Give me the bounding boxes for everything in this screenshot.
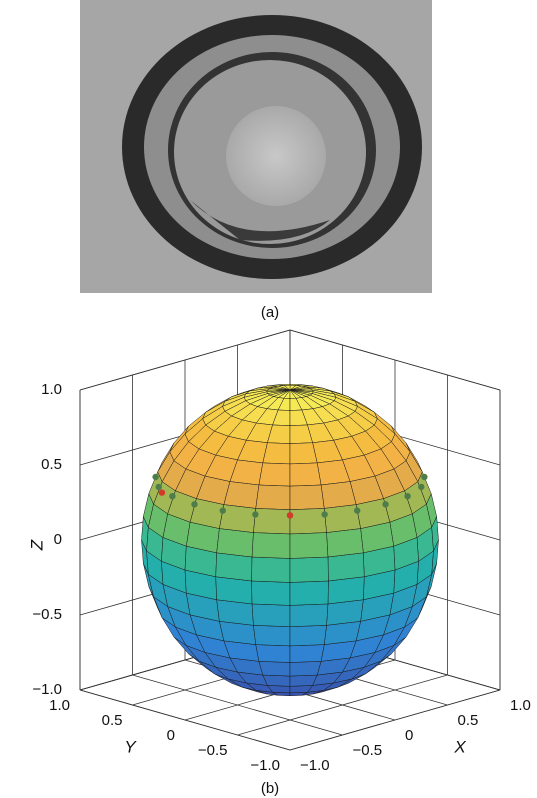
- sphere-facet: [262, 442, 291, 465]
- sphere-facet: [289, 674, 318, 687]
- sphere-facet: [251, 603, 291, 627]
- axis-label: X: [453, 737, 466, 756]
- data-point: [382, 501, 389, 508]
- fluid-streak: [190, 200, 330, 241]
- data-point: [421, 473, 428, 481]
- sphere-facet: [289, 603, 329, 627]
- data-point: [252, 511, 259, 518]
- cup-center: [226, 106, 326, 206]
- sphere-facet: [262, 674, 291, 687]
- sphere-facet: [289, 580, 329, 606]
- sphere-facet: [258, 462, 291, 487]
- x-tick-label: 0.5: [458, 712, 479, 729]
- photo: [80, 0, 432, 293]
- data-point: [158, 489, 166, 496]
- sphere-facet: [289, 532, 329, 559]
- data-point: [155, 483, 162, 491]
- sphere-facet: [326, 528, 364, 558]
- data-point: [286, 512, 294, 519]
- data-point: [219, 507, 226, 514]
- z-tick-label: 0.5: [41, 456, 62, 473]
- sphere-facet: [255, 484, 291, 510]
- y-tick-label: 0.5: [102, 712, 123, 729]
- z-tick-label: 0: [54, 531, 62, 548]
- sphere-facet: [327, 576, 365, 605]
- sphere-facet: [258, 661, 291, 677]
- data-point: [404, 493, 411, 500]
- sphere-facet: [327, 552, 365, 582]
- grid-line: [79, 329, 291, 391]
- grid-line: [289, 329, 501, 391]
- z-tick-label: −1.0: [32, 681, 62, 698]
- sphere-facet: [251, 556, 291, 583]
- grid-line: [237, 674, 448, 736]
- sphere-facet: [289, 625, 327, 647]
- z-tick-label: −0.5: [32, 606, 62, 623]
- x-tick-label: −0.5: [353, 742, 383, 759]
- sphere-facet: [289, 644, 325, 663]
- grid-line: [289, 689, 501, 751]
- sphere-facet: [253, 625, 291, 647]
- sphere-facet: [289, 508, 327, 535]
- data-point: [321, 511, 328, 518]
- y-tick-label: −1.0: [250, 757, 280, 774]
- y-tick-label: 1.0: [49, 697, 70, 714]
- caption: (b): [261, 780, 279, 797]
- sphere-facet: [289, 556, 329, 583]
- x-tick-label: −1.0: [300, 757, 330, 774]
- sphere-facet: [289, 484, 325, 510]
- x-tick-label: 1.0: [510, 697, 531, 714]
- plot-3d: −1.0−0.500.51.0−1.0−0.500.51.0−1.0−0.500…: [27, 329, 531, 774]
- data-point: [191, 501, 198, 508]
- sphere-facet: [253, 508, 291, 535]
- sphere-facet: [215, 552, 253, 582]
- sphere-facet: [289, 462, 322, 487]
- data-point: [152, 473, 159, 481]
- sphere-facet: [289, 661, 322, 677]
- data-point: [418, 483, 425, 491]
- axis-label: Z: [27, 539, 46, 551]
- data-point: [169, 493, 176, 500]
- sphere-facet: [251, 580, 291, 606]
- sphere-facet: [223, 481, 260, 509]
- x-tick-label: 0: [405, 727, 413, 744]
- sphere-facet: [251, 532, 291, 559]
- sphere-facet: [289, 442, 318, 465]
- y-tick-label: −0.5: [198, 742, 228, 759]
- sphere-facet: [320, 481, 357, 509]
- data-point: [354, 507, 361, 514]
- sphere-facet: [215, 576, 253, 605]
- z-tick-label: 1.0: [41, 381, 62, 398]
- sphere-facet: [255, 644, 291, 663]
- axis-label: Y: [124, 737, 137, 756]
- caption: (a): [261, 304, 279, 321]
- sphere-facet: [216, 528, 254, 558]
- y-tick-label: 0: [167, 727, 175, 744]
